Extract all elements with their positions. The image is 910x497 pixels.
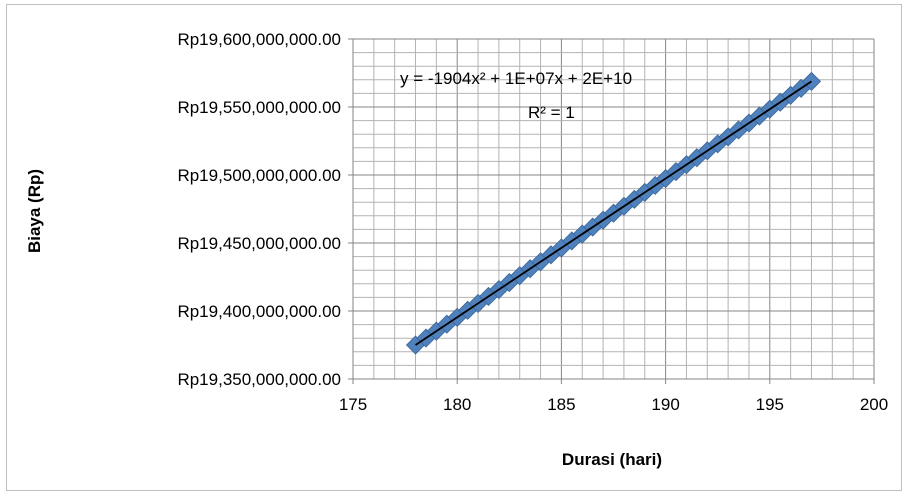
- chart-frame: [6, 4, 902, 491]
- trendline-equation: y = -1904x² + 1E+07x + 2E+10: [400, 69, 632, 88]
- x-tick-labels: 175 180 185 190 195 200: [339, 395, 888, 414]
- x-tick-label: 200: [860, 395, 888, 414]
- x-tick-label: 175: [339, 395, 367, 414]
- y-axis-title: Biaya (Rp): [25, 169, 44, 253]
- y-tick-label: Rp19,350,000,000.00: [177, 370, 341, 389]
- y-tick-label: Rp19,500,000,000.00: [177, 166, 341, 185]
- axes: [348, 38, 875, 384]
- trendline-r-squared: R² = 1: [528, 103, 575, 122]
- y-tick-label: Rp19,600,000,000.00: [177, 30, 341, 49]
- x-tick-label: 180: [443, 395, 471, 414]
- x-tick-label: 185: [547, 395, 575, 414]
- x-axis-title: Durasi (hari): [562, 450, 662, 469]
- x-tick-label: 190: [651, 395, 679, 414]
- y-tick-label: Rp19,400,000,000.00: [177, 302, 341, 321]
- trendline: [415, 80, 812, 346]
- y-tick-labels: Rp19,350,000,000.00 Rp19,400,000,000.00 Rp…: [177, 30, 341, 389]
- y-tick-label: Rp19,450,000,000.00: [177, 234, 341, 253]
- x-tick-label: 195: [756, 395, 784, 414]
- y-tick-label: Rp19,550,000,000.00: [177, 98, 341, 117]
